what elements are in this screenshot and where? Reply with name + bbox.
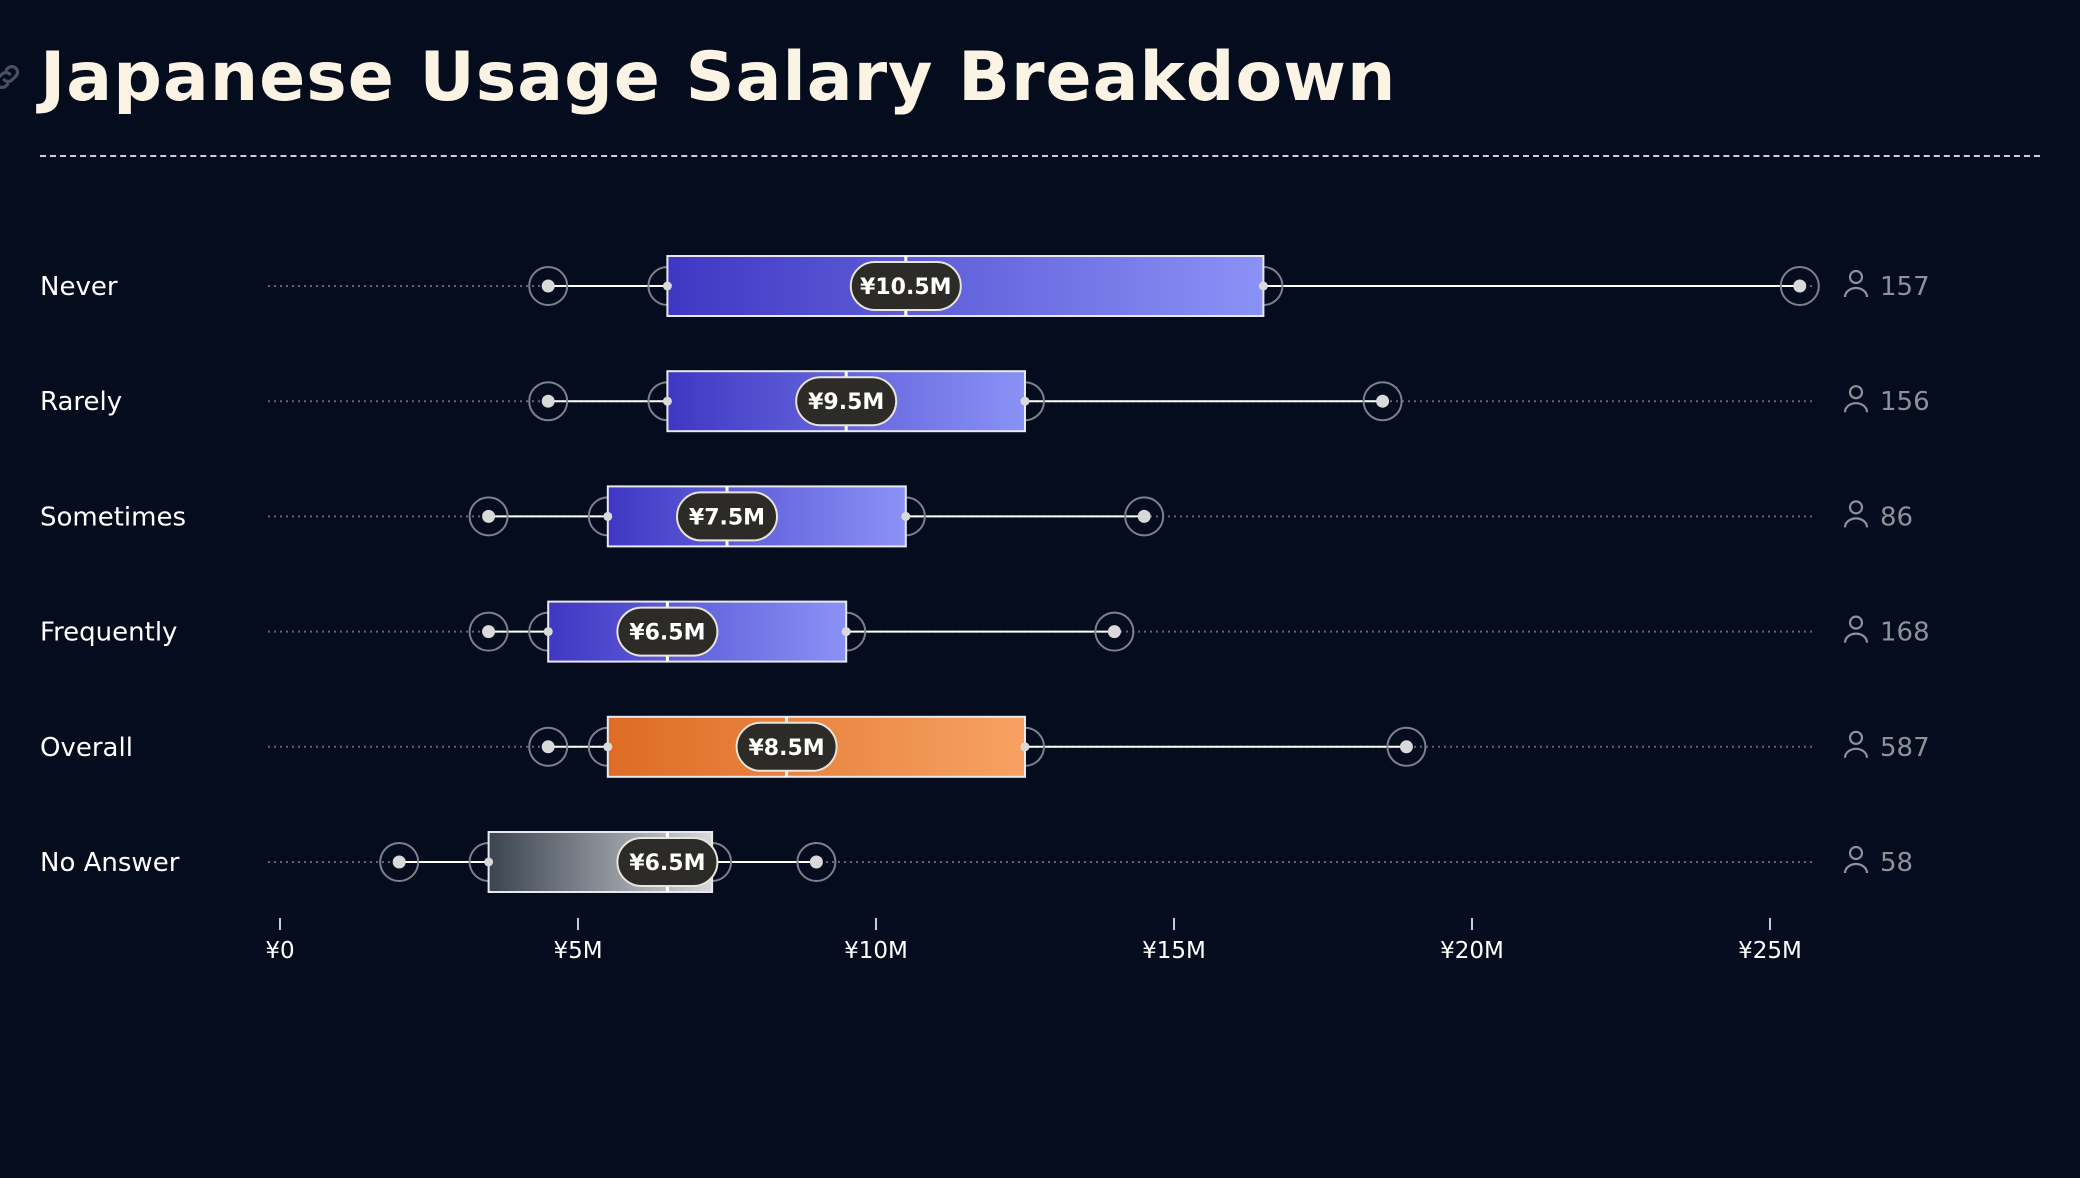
iqr-box[interactable] xyxy=(666,255,1265,317)
p90-marker xyxy=(796,842,837,882)
median-pill xyxy=(735,721,838,772)
quartile-dot xyxy=(603,742,613,752)
person-icon xyxy=(1843,500,1869,528)
median-pill xyxy=(676,491,778,542)
page-title: Japanese Usage Salary Breakdown xyxy=(40,38,1397,117)
p10-marker xyxy=(528,381,569,422)
quartile-dot xyxy=(603,511,613,521)
median-pill xyxy=(795,376,898,427)
x-tick-label: ¥25M xyxy=(1738,938,1802,964)
row-label: Sometimes xyxy=(40,502,186,532)
quartile-dot xyxy=(1258,281,1268,291)
p10-marker xyxy=(528,726,569,767)
quartile-dot xyxy=(543,627,553,637)
link-icon[interactable] xyxy=(0,60,24,94)
median-label: ¥6.5M xyxy=(629,621,705,646)
x-tick-label: ¥15M xyxy=(1142,938,1206,964)
row-never: Never ¥10.5M 157 xyxy=(40,255,1930,317)
median-pill xyxy=(616,837,719,887)
p10-marker xyxy=(379,842,420,882)
p90-marker xyxy=(1779,266,1820,306)
respondent-count: 157 xyxy=(1880,272,1930,302)
row-label: Never xyxy=(40,272,118,302)
median-label: ¥9.5M xyxy=(808,390,884,415)
quartile-dot xyxy=(662,281,672,291)
respondent-count: 58 xyxy=(1880,848,1913,878)
respondent-count: 156 xyxy=(1880,387,1930,417)
quartile-dot xyxy=(1020,742,1030,752)
p90-marker xyxy=(1386,726,1427,767)
quartile-dot xyxy=(901,511,911,521)
row-label: Rarely xyxy=(40,387,122,417)
row-frequently: Frequently ¥6.5M 168 xyxy=(40,600,1930,663)
row-label: No Answer xyxy=(40,848,180,878)
p10-marker xyxy=(528,266,569,306)
p90-marker xyxy=(1124,496,1165,537)
row-rarely: Rarely ¥9.5M 156 xyxy=(40,370,1930,433)
person-icon xyxy=(1843,385,1869,413)
x-tick-label: ¥5M xyxy=(553,938,602,964)
quartile-dot xyxy=(841,627,851,637)
row-no-answer: No Answer ¥6.5M 58 xyxy=(40,831,1913,893)
quartile-dot xyxy=(662,396,672,406)
row-label: Frequently xyxy=(40,618,177,648)
p90-marker xyxy=(1362,381,1403,422)
row-label: Overall xyxy=(40,733,133,763)
respondent-count: 168 xyxy=(1880,618,1930,648)
x-tick-label: ¥0 xyxy=(265,938,294,964)
person-icon xyxy=(1843,845,1869,874)
p10-marker xyxy=(468,496,509,537)
median-label: ¥6.5M xyxy=(629,851,705,876)
x-tick-label: ¥10M xyxy=(844,938,908,964)
respondent-count: 86 xyxy=(1880,502,1913,532)
p90-marker xyxy=(1094,611,1135,652)
quartile-dot xyxy=(484,857,494,867)
quartile-dot xyxy=(1020,396,1030,406)
median-label: ¥7.5M xyxy=(689,505,765,530)
title-divider xyxy=(40,155,2040,157)
row-sometimes: Sometimes ¥7.5M 86 xyxy=(40,485,1913,548)
median-pill xyxy=(616,606,719,657)
median-label: ¥10.5M xyxy=(860,275,951,300)
x-tick-label: ¥20M xyxy=(1440,938,1504,964)
person-icon xyxy=(1843,730,1869,758)
row-overall: Overall ¥8.5M 587 xyxy=(40,715,1930,778)
person-icon xyxy=(1843,615,1869,643)
person-icon xyxy=(1843,269,1869,298)
respondent-count: 587 xyxy=(1880,733,1930,763)
median-label: ¥8.5M xyxy=(749,736,825,761)
p10-marker xyxy=(468,611,509,652)
median-pill xyxy=(849,261,962,311)
